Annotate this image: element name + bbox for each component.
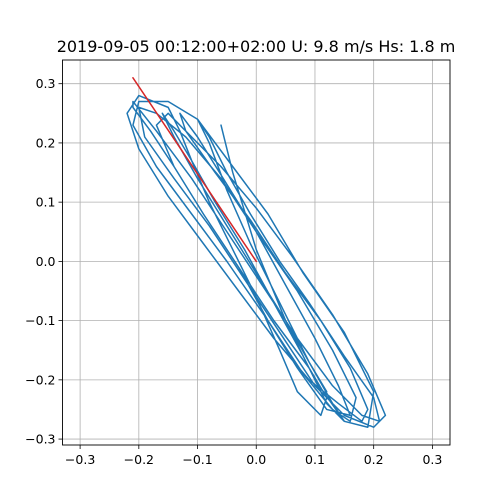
y-tick-label: −0.2: [25, 372, 55, 387]
x-tick-label: −0.3: [65, 452, 95, 467]
x-tick-label: 0.1: [305, 452, 325, 467]
y-tick-label: 0.3: [36, 76, 56, 91]
x-tick-label: 0.3: [422, 452, 442, 467]
y-tick-label: −0.3: [25, 432, 55, 447]
y-tick-label: −0.1: [25, 313, 55, 328]
chart-title: 2019-09-05 00:12:00+02:00 U: 9.8 m/s Hs:…: [57, 37, 456, 56]
x-tick-label: −0.2: [124, 452, 154, 467]
x-tick-label: −0.1: [182, 452, 212, 467]
x-tick-label: 0.0: [246, 452, 266, 467]
y-tick-label: 0.2: [36, 135, 56, 150]
y-tick-label: 0.1: [36, 195, 56, 210]
y-tick-label: 0.0: [36, 254, 56, 269]
x-tick-label: 0.2: [364, 452, 384, 467]
